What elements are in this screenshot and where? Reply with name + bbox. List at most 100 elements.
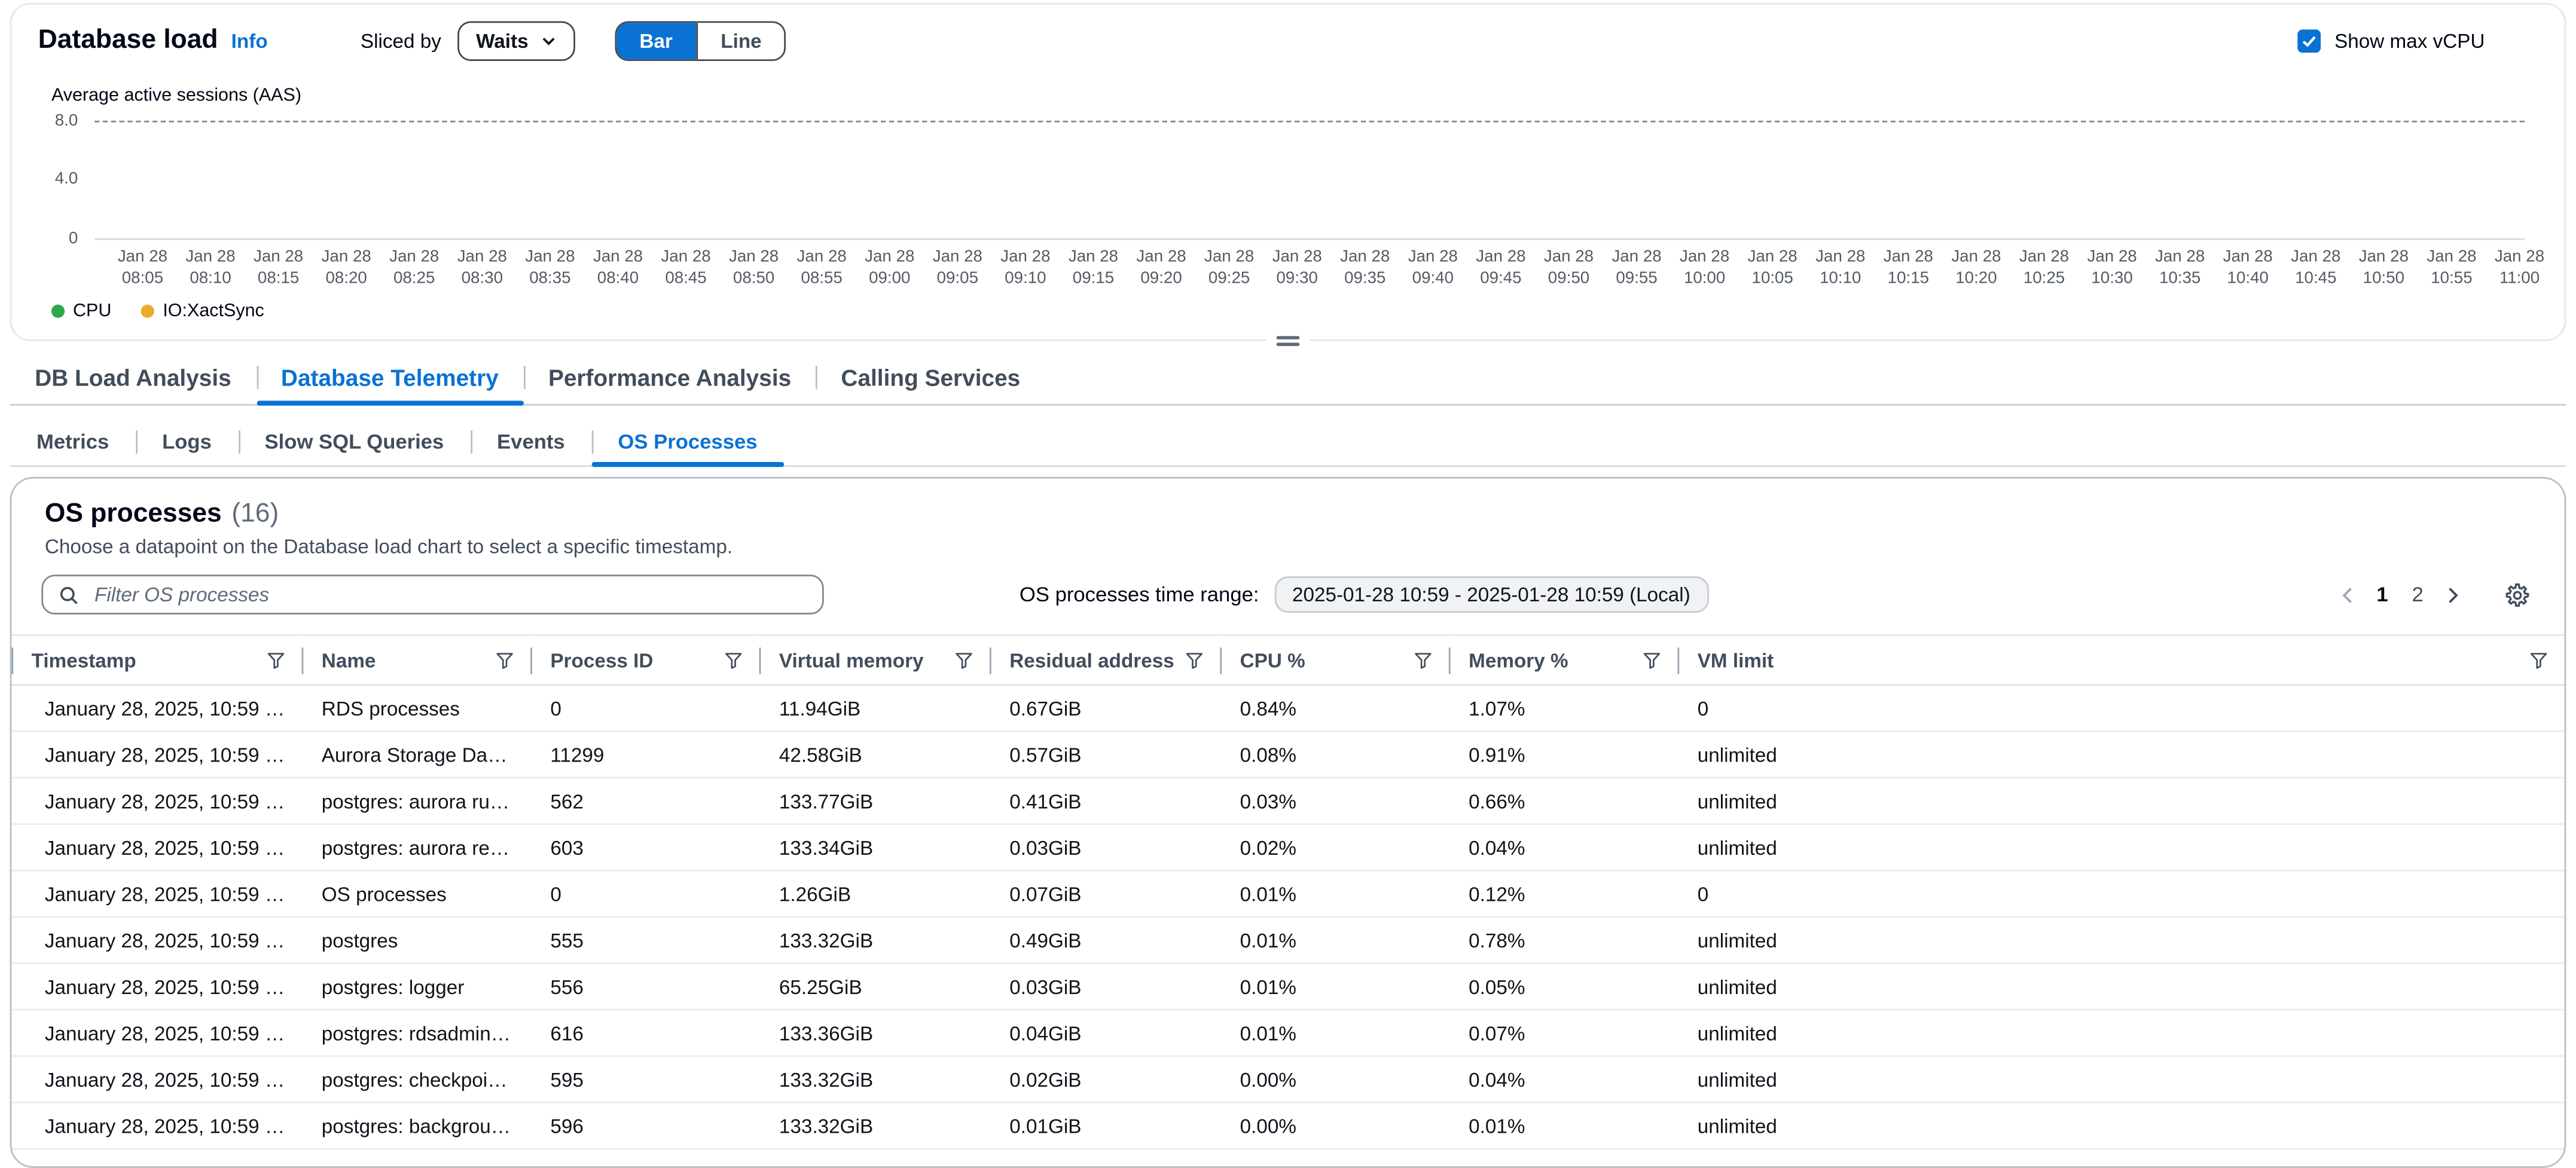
- funnel-icon[interactable]: [1185, 651, 1203, 669]
- cell-memory-percent: 0.91%: [1448, 731, 1678, 779]
- main-tab[interactable]: DB Load Analysis: [10, 351, 257, 404]
- telemetry-tab[interactable]: Slow SQL Queries: [238, 419, 470, 466]
- os-processes-count: (16): [231, 500, 279, 528]
- legend-item[interactable]: CPU: [51, 301, 111, 321]
- database-load-chart[interactable]: 8.0 4.0 0: [55, 112, 2525, 248]
- telemetry-tab[interactable]: OS Processes: [591, 419, 785, 467]
- cell-name: postgres: aurora runt...: [301, 778, 531, 825]
- table-row[interactable]: January 28, 2025, 10:59 (Loc... OS proce…: [11, 870, 2565, 918]
- funnel-icon[interactable]: [267, 651, 285, 669]
- checkbox-icon[interactable]: [2298, 29, 2321, 53]
- main-tab[interactable]: Performance Analysis: [523, 351, 816, 404]
- cell-residual-address: 0.04GiB: [990, 1010, 1220, 1057]
- x-axis-tick: Jan 28 09:35: [1340, 248, 1390, 288]
- cell-residual-address: 0.07GiB: [990, 870, 1220, 918]
- cell-name: postgres: [301, 916, 531, 964]
- x-axis-tick: Jan 28 10:00: [1680, 248, 1730, 288]
- x-axis-tick: Jan 28 10:45: [2291, 248, 2341, 288]
- funnel-icon[interactable]: [496, 651, 514, 669]
- telemetry-tab[interactable]: Events: [471, 419, 591, 466]
- main-tab[interactable]: Calling Services: [816, 351, 1045, 404]
- funnel-icon[interactable]: [1643, 651, 1661, 669]
- funnel-icon[interactable]: [724, 651, 742, 669]
- cell-cpu-percent: 0.03%: [1220, 778, 1449, 825]
- os-processes-description: Choose a datapoint on the Database load …: [44, 534, 733, 558]
- chart-type-option[interactable]: Bar: [616, 23, 696, 60]
- cell-vm-limit: unlimited: [1677, 1010, 2565, 1057]
- x-axis-tick: Jan 28 10:25: [2019, 248, 2070, 288]
- os-filter-box[interactable]: [41, 574, 824, 614]
- legend-label: CPU: [72, 301, 112, 322]
- table-row[interactable]: January 28, 2025, 10:59 (Loc... postgres…: [11, 1102, 2565, 1150]
- chart-plot-area[interactable]: [94, 120, 2525, 240]
- column-header[interactable]: Name: [301, 634, 531, 686]
- column-header[interactable]: Timestamp: [11, 634, 302, 686]
- legend-label: IO:XactSync: [163, 301, 264, 322]
- cell-timestamp: January 28, 2025, 10:59 (Loc...: [11, 778, 302, 825]
- x-axis-tick: Jan 28 10:15: [1883, 248, 1933, 288]
- os-processes-table: Timestamp Name: [11, 634, 2565, 1150]
- cell-memory-percent: 0.78%: [1448, 916, 1678, 964]
- telemetry-tab-bar: Metrics Logs Slow SQL Queries Events OS …: [10, 419, 2566, 467]
- sliced-by-label: Sliced by: [360, 29, 441, 53]
- previous-page-button[interactable]: [2330, 582, 2365, 607]
- pagination: 1 2: [2330, 579, 2538, 610]
- telemetry-tab[interactable]: Metrics: [10, 419, 136, 466]
- column-header[interactable]: Virtual memory: [759, 634, 990, 686]
- time-range-group: OS processes time range: 2025-01-28 10:5…: [1020, 576, 1709, 613]
- cell-timestamp: January 28, 2025, 10:59 (Loc...: [11, 731, 302, 779]
- cell-virtual-memory: 133.32GiB: [759, 1102, 990, 1150]
- cell-residual-address: 0.01GiB: [990, 1102, 1220, 1150]
- column-header[interactable]: Process ID: [530, 634, 759, 686]
- x-axis-tick: Jan 28 08:25: [389, 248, 439, 288]
- table-row[interactable]: January 28, 2025, 10:59 (Loc... postgres…: [11, 1010, 2565, 1057]
- cell-process-id: 0: [530, 870, 759, 918]
- chart-type-option[interactable]: Line: [695, 23, 785, 60]
- os-filter-input[interactable]: [91, 581, 808, 608]
- cell-cpu-percent: 0.01%: [1220, 1010, 1449, 1057]
- y-axis-tick: 8.0: [54, 112, 78, 131]
- cell-vm-limit: unlimited: [1677, 1102, 2565, 1150]
- sliced-by-select[interactable]: Waits: [457, 21, 575, 62]
- cell-timestamp: January 28, 2025, 10:59 (Loc...: [11, 1010, 302, 1057]
- telemetry-tab[interactable]: Logs: [136, 419, 238, 466]
- cell-timestamp: January 28, 2025, 10:59 (Loc...: [11, 870, 302, 918]
- info-link[interactable]: Info: [231, 29, 268, 53]
- cell-virtual-memory: 133.36GiB: [759, 1010, 990, 1057]
- gear-icon[interactable]: [2496, 579, 2538, 610]
- funnel-icon[interactable]: [1414, 651, 1432, 669]
- cell-vm-limit: unlimited: [1677, 824, 2565, 872]
- show-max-vcpu-label: Show max vCPU: [2334, 29, 2485, 53]
- y-axis-title: Average active sessions (AAS): [51, 85, 302, 106]
- cell-memory-percent: 0.04%: [1448, 1056, 1678, 1103]
- next-page-button[interactable]: [2435, 582, 2470, 607]
- x-axis-tick: Jan 28 09:05: [932, 248, 982, 288]
- column-header[interactable]: VM limit: [1677, 634, 2565, 686]
- table-header-row: Timestamp Name: [11, 634, 2565, 686]
- legend-item[interactable]: IO:XactSync: [141, 301, 264, 321]
- table-row[interactable]: January 28, 2025, 10:59 (Loc... postgres…: [11, 1056, 2565, 1103]
- table-row[interactable]: January 28, 2025, 10:59 (Loc... Aurora S…: [11, 731, 2565, 779]
- x-axis-tick: Jan 28 09:00: [865, 248, 915, 288]
- funnel-icon[interactable]: [955, 651, 973, 669]
- column-header[interactable]: Residual address: [990, 634, 1220, 686]
- table-row[interactable]: January 28, 2025, 10:59 (Loc... postgres…: [11, 824, 2565, 872]
- column-header[interactable]: CPU %: [1220, 634, 1449, 686]
- table-row[interactable]: January 28, 2025, 10:59 (Loc... RDS proc…: [11, 684, 2565, 732]
- main-tab[interactable]: Database Telemetry: [256, 351, 524, 406]
- cell-process-id: 555: [530, 916, 759, 964]
- column-header[interactable]: Memory %: [1448, 634, 1678, 686]
- resize-handle-icon[interactable]: [1266, 331, 1310, 350]
- cell-timestamp: January 28, 2025, 10:59 (Loc...: [11, 1102, 302, 1150]
- cell-vm-limit: unlimited: [1677, 731, 2565, 779]
- page-number-button[interactable]: 2: [2404, 580, 2432, 610]
- chevron-down-icon: [540, 33, 557, 50]
- page-number-button[interactable]: 1: [2368, 580, 2396, 610]
- table-row[interactable]: January 28, 2025, 10:59 (Loc... postgres…: [11, 916, 2565, 964]
- table-row[interactable]: January 28, 2025, 10:59 (Loc... postgres…: [11, 778, 2565, 825]
- table-row[interactable]: January 28, 2025, 10:59 (Loc... postgres…: [11, 963, 2565, 1011]
- funnel-icon[interactable]: [2529, 651, 2547, 669]
- show-max-vcpu-toggle[interactable]: Show max vCPU: [2298, 29, 2485, 53]
- x-axis-tick: Jan 28 09:30: [1272, 248, 1322, 288]
- cell-process-id: 603: [530, 824, 759, 872]
